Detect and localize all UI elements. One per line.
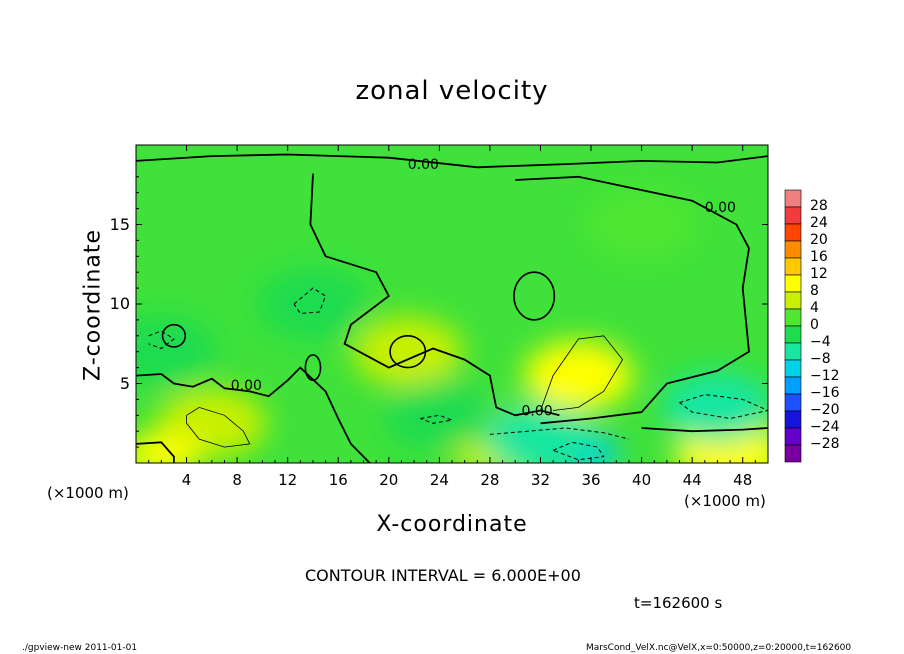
colorbar-label-5: 8	[810, 283, 819, 299]
x-unit-left: (×1000 m)	[47, 484, 129, 502]
contour-zero-3	[136, 366, 371, 463]
contour-loop-2	[304, 354, 322, 382]
colorbar-swatch-15	[784, 444, 802, 463]
heatmap-blob-10	[136, 316, 217, 387]
x-tick-label-1: 8	[232, 471, 242, 489]
colorbar-label-6: 4	[810, 300, 819, 316]
colorbar-swatch-3	[784, 240, 802, 259]
colorbar-swatch-12	[784, 393, 802, 412]
colorbar-swatch-11	[784, 376, 802, 395]
colorbar-label-7: 0	[810, 317, 819, 333]
colorbar-label-8: −4	[810, 334, 831, 350]
colorbar-swatch-7	[784, 308, 802, 327]
x-tick-label-7: 32	[530, 471, 551, 489]
contour-loop-3	[389, 335, 427, 369]
colorbar-swatch-13	[784, 410, 802, 429]
colorbar-label-11: −16	[810, 385, 840, 401]
heatmap-blob-9	[257, 269, 368, 339]
heatmap-field	[136, 145, 768, 463]
x-tick-label-0: 4	[181, 471, 192, 489]
contour-zero-0	[136, 153, 768, 169]
contour-interval: CONTOUR INTERVAL = 6.000E+00	[305, 566, 581, 585]
contour-label-1: 0.00	[705, 200, 736, 216]
colorbar-label-14: −28	[810, 436, 840, 452]
heatmap-blob-11	[384, 380, 495, 451]
contour-zero-2	[515, 175, 750, 425]
contour-zero-5	[136, 441, 175, 463]
x-tick-label-6: 28	[480, 471, 500, 489]
colorbar-label-2: 20	[810, 232, 828, 248]
colorbar-swatch-5	[784, 274, 802, 293]
contour-negative-5	[420, 414, 454, 424]
x-tick-label-8: 36	[581, 471, 601, 489]
heatmap-blob-1	[352, 316, 463, 387]
contour-negative-0	[552, 441, 605, 461]
heatmap-blob-0	[523, 340, 634, 411]
x-tick-label-3: 16	[328, 471, 348, 489]
x-tick-label-10: 44	[682, 471, 702, 489]
colorbar-swatch-0	[784, 189, 802, 208]
contour-label-3: 0.00	[522, 403, 553, 419]
contour-positive-1	[186, 406, 251, 448]
y-tick-label-1: 10	[109, 294, 130, 313]
time-label: t=162600 s	[634, 594, 723, 612]
heatmap-blob-3	[136, 433, 202, 463]
colorbar-swatch-4	[784, 257, 802, 276]
colorbar-label-1: 24	[810, 215, 828, 231]
colorbar-swatch-10	[784, 359, 802, 378]
colorbar-label-9: −8	[810, 351, 831, 367]
x-unit-right: (×1000 m)	[684, 492, 766, 510]
chart-title: zonal velocity	[355, 76, 549, 106]
x-tick-label-9: 40	[632, 471, 652, 489]
colorbar-label-3: 16	[810, 249, 828, 265]
contour-loop-0	[513, 271, 556, 321]
colorbar-swatch-9	[784, 342, 802, 361]
x-tick-label-11: 48	[733, 471, 753, 489]
colorbar-label-12: −20	[810, 402, 840, 418]
contour-positive-0	[540, 335, 624, 411]
heatmap-blob-12	[586, 189, 697, 260]
x-tick-label-5: 24	[429, 471, 449, 489]
colorbar	[784, 189, 802, 463]
contour-zero-1	[309, 173, 560, 417]
colorbar-swatch-8	[784, 325, 802, 344]
contour-label-2: 0.00	[231, 378, 262, 394]
contour-negative-2	[679, 394, 768, 420]
colorbar-swatch-2	[784, 223, 802, 242]
colorbar-swatch-1	[784, 206, 802, 225]
heatmap-blob-8	[662, 372, 768, 443]
footer-left: ./gpview-new 2011-01-01	[22, 643, 138, 653]
contour-negative-4	[148, 330, 175, 350]
colorbar-swatch-6	[784, 291, 802, 310]
colorbar-label-4: 12	[810, 266, 828, 282]
x-tick-label-4: 20	[379, 471, 399, 489]
contour-zero-4	[641, 427, 768, 433]
heatmap-blob-7	[485, 404, 596, 463]
colorbar-label-0: 28	[810, 198, 828, 214]
contour-label-0: 0.00	[408, 157, 439, 173]
y-tick-label-2: 15	[109, 214, 130, 234]
colorbar-label-13: −24	[810, 419, 840, 435]
colorbar-label-10: −12	[810, 368, 840, 384]
colorbar-swatch-14	[784, 427, 802, 446]
y-tick-label-0: 5	[119, 373, 130, 393]
x-tick-label-2: 12	[278, 471, 298, 489]
x-axis-label: X-coordinate	[376, 512, 528, 537]
contour-loop-1	[161, 323, 187, 348]
footer-right: MarsCond_VelX.nc@VelX,x=0:50000,z=0:2000…	[586, 643, 852, 653]
contour-negative-3	[293, 287, 327, 315]
